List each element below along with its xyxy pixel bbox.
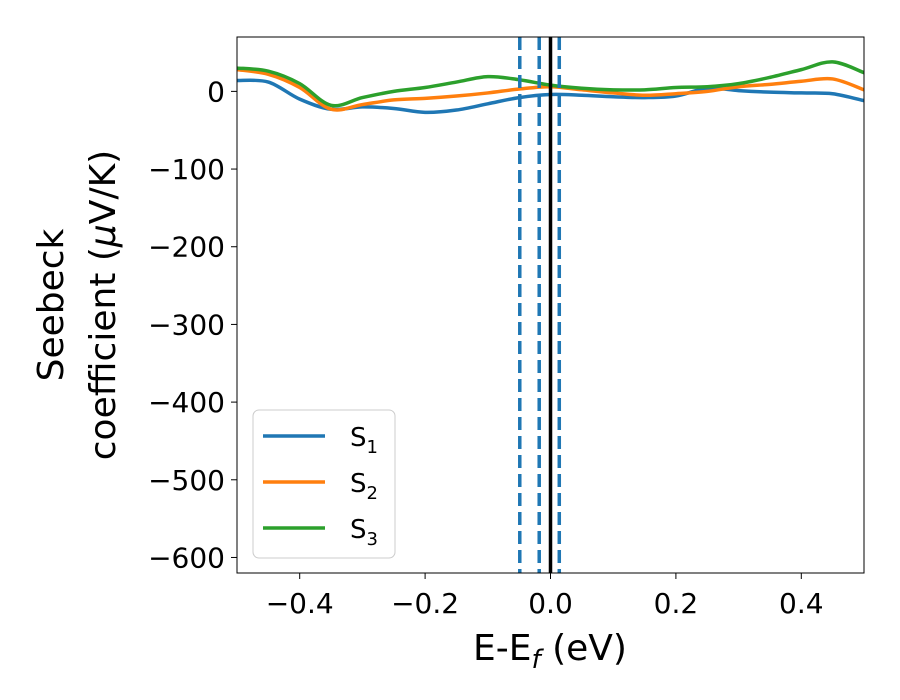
y-tick-label: −300 xyxy=(148,308,225,341)
y-axis: 0 −100 −200 −300 −400 −500 −600 xyxy=(148,75,237,574)
y-tick-label: −600 xyxy=(148,541,225,574)
y-tick-label: −100 xyxy=(148,153,225,186)
y-axis-label-line1: Seebeck xyxy=(31,228,72,381)
y-axis-label: Seebeck coefficient (μV/K) xyxy=(31,150,124,460)
legend-box xyxy=(252,409,396,559)
y-tick-label: −200 xyxy=(148,231,225,264)
y-tick-label: 0 xyxy=(207,75,225,108)
x-tick-label: −0.2 xyxy=(391,587,459,620)
y-tick-label: −500 xyxy=(148,464,225,497)
x-axis-label: E-Ef (eV) xyxy=(473,628,627,675)
x-tick-label: 0.2 xyxy=(654,587,699,620)
y-tick-label: −400 xyxy=(148,386,225,419)
x-axis: −0.4 −0.2 0.0 0.2 0.4 xyxy=(266,573,824,620)
plot-lines xyxy=(237,37,864,573)
legend: S1 S2 S3 xyxy=(252,409,396,559)
legend-label-s1: S1 xyxy=(350,423,378,458)
x-tick-label: −0.4 xyxy=(266,587,334,620)
x-tick-label: 0.0 xyxy=(528,587,573,620)
legend-label-s2: S2 xyxy=(350,469,378,504)
legend-label-s3: S3 xyxy=(350,515,378,550)
y-axis-label-line2: coefficient (μV/K) xyxy=(83,150,124,460)
x-tick-label: 0.4 xyxy=(779,587,824,620)
